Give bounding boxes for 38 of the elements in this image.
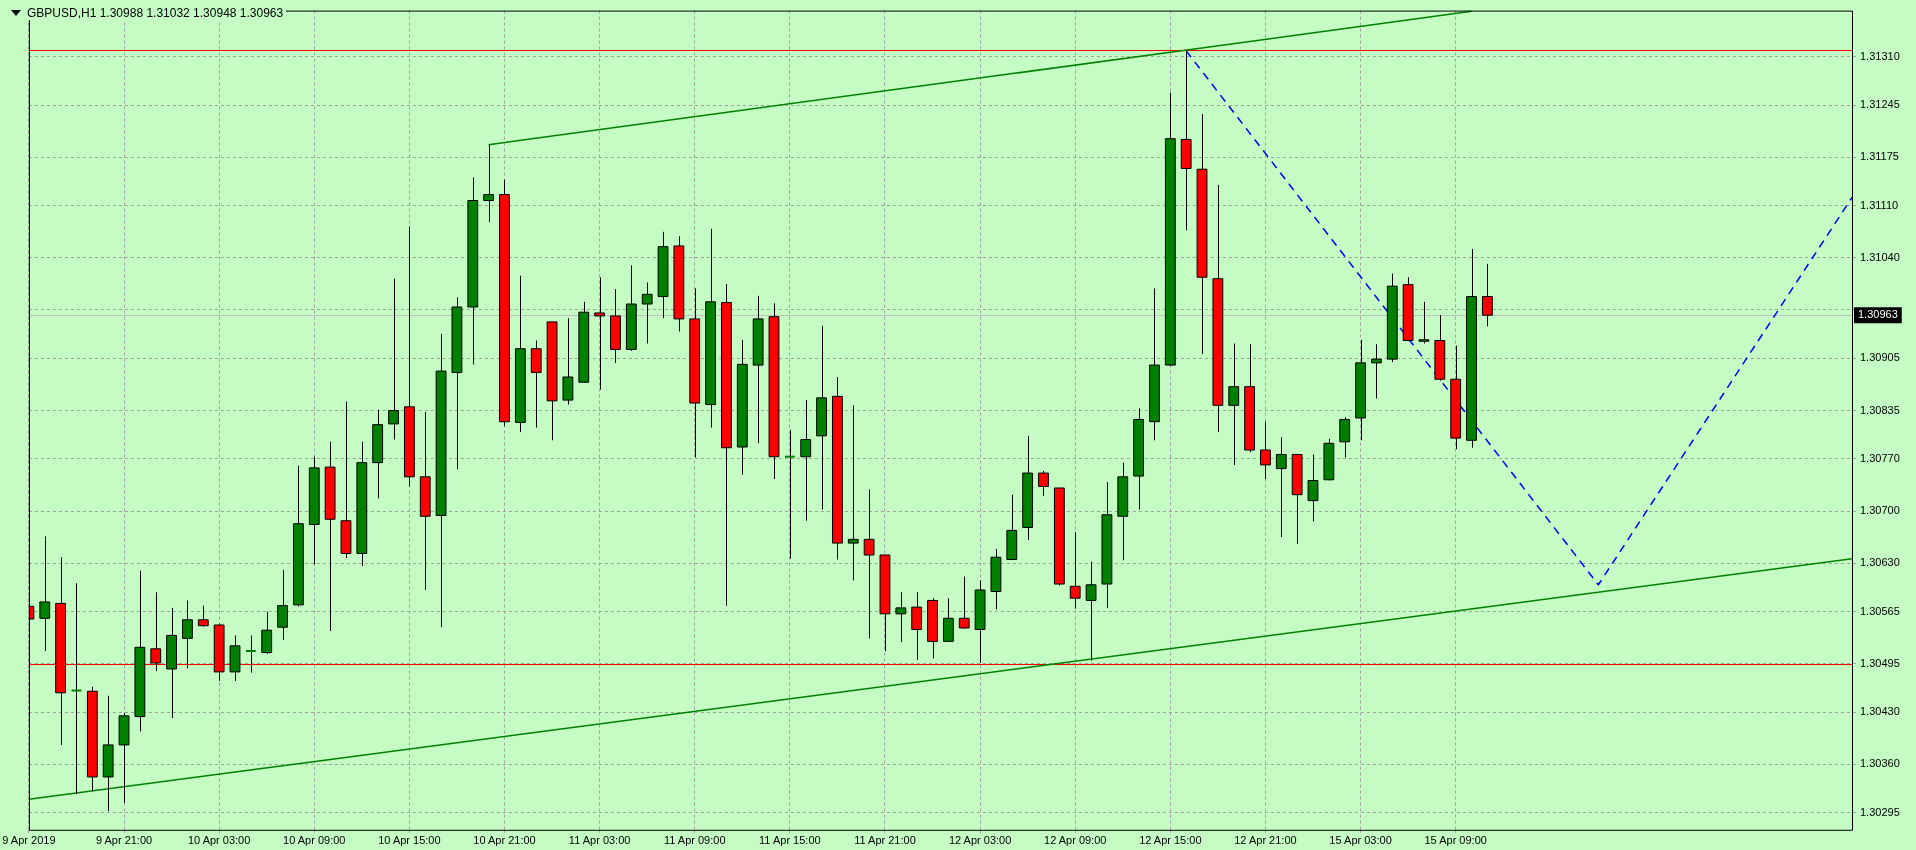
x-tick-label: 10 Apr 03:00 — [187, 834, 251, 847]
x-tick-label: 12 Apr 15:00 — [1139, 834, 1202, 847]
x-tick-label: 12 Apr 03:00 — [948, 834, 1012, 847]
x-tick-label: 9 Apr 21:00 — [95, 834, 153, 847]
x-tick-label: 11 Apr 15:00 — [759, 834, 821, 847]
y-tick-label: 1.30700 — [1860, 504, 1900, 517]
x-tick-label: 11 Apr 03:00 — [568, 834, 631, 847]
y-tick-label: 1.31040 — [1860, 250, 1900, 263]
y-tick-label: 1.31245 — [1860, 98, 1900, 111]
y-tick-label: 1.30430 — [1860, 705, 1900, 718]
x-tick-label: 15 Apr 03:00 — [1329, 834, 1392, 847]
y-tick-label: 1.30565 — [1860, 604, 1900, 617]
y-tick-label: 1.30905 — [1860, 351, 1900, 364]
x-tick-label: 15 Apr 09:00 — [1424, 834, 1487, 847]
y-tick-label: 1.30630 — [1860, 556, 1900, 569]
x-tick-label: 11 Apr 21:00 — [854, 834, 916, 847]
y-tick-label: 1.30835 — [1860, 403, 1900, 416]
x-tick-label: 12 Apr 21:00 — [1234, 834, 1297, 847]
candlestick — [182, 599, 193, 669]
y-tick-label: 1.30295 — [1860, 805, 1900, 818]
candlestick — [244, 634, 257, 674]
x-tick-label: 10 Apr 15:00 — [378, 834, 441, 847]
x-tick-label: 10 Apr 21:00 — [473, 834, 536, 847]
y-tick-label: 1.30360 — [1860, 757, 1900, 770]
y-tick-label: 1.30495 — [1860, 656, 1900, 669]
x-tick-label: 12 Apr 09:00 — [1044, 834, 1107, 847]
x-tick-label: 10 Apr 09:00 — [283, 834, 346, 847]
chart-title: GBPUSD,H1 1.30988 1.31032 1.30948 1.30963 — [27, 6, 284, 20]
candlestick — [70, 582, 83, 795]
ref-line-label: 1.30963 — [1858, 308, 1898, 321]
y-tick-label: 1.31110 — [1860, 198, 1899, 211]
x-tick-label: 11 Apr 09:00 — [663, 834, 726, 847]
y-tick-label: 1.30770 — [1860, 451, 1900, 464]
x-tick-label: 9 Apr 2019 — [2, 834, 56, 847]
y-tick-label: 1.31310 — [1860, 49, 1900, 62]
candlestick — [277, 569, 288, 641]
candlestick — [783, 429, 796, 560]
y-tick-label: 1.31175 — [1860, 150, 1899, 163]
